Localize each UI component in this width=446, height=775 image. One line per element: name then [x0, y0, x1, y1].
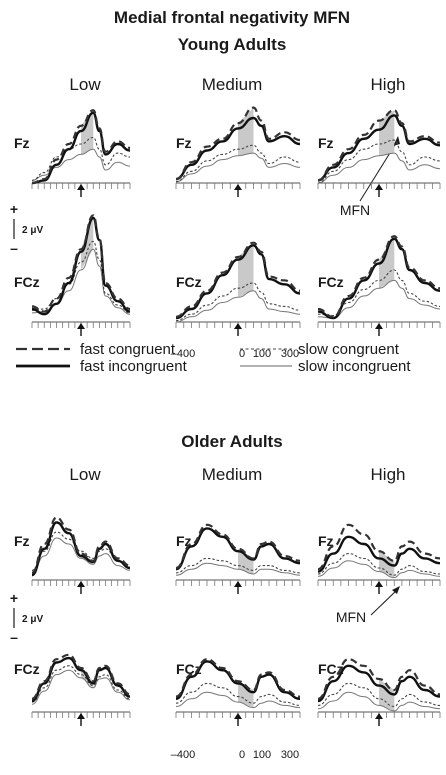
young-medium-fz-onset-arrowhead — [234, 184, 242, 190]
older-scale-label: 2 μV — [22, 614, 43, 625]
older-mfn-label: MFN — [336, 609, 366, 625]
young-medium-fcz-onset-arrowhead — [234, 323, 242, 329]
young-low-fcz-panel — [32, 215, 130, 336]
young-high-fz-onset-arrowhead — [375, 184, 383, 190]
older-mfn-annotation: MFN — [336, 586, 400, 625]
young-scale-bar: + 2 μV – — [10, 201, 44, 256]
older-mfn-pointer — [371, 589, 398, 615]
older-medium-fz-onset-arrowhead — [234, 581, 242, 587]
young-condition-low: Low — [69, 75, 101, 94]
young-scale-minus: – — [10, 240, 18, 256]
older-condition-low: Low — [69, 465, 101, 484]
older-low-fz-panel — [32, 518, 130, 594]
older-scale-bar: + 2 μV – — [10, 590, 44, 645]
older-low-fz-fi-line — [32, 522, 130, 575]
older-scale-minus: – — [10, 629, 18, 645]
legend-label-slow-congruent: slow congruent — [298, 341, 400, 358]
young-high-fcz-onset-arrowhead — [375, 323, 383, 329]
older-mfn-arrowhead — [392, 586, 400, 594]
legend: fast congruent slow congruent fast incon… — [16, 341, 411, 375]
legend-label-slow-incongruent: slow incongruent — [298, 358, 411, 375]
older-high-fz-onset-arrowhead — [375, 581, 383, 587]
young-low-fz-label: Fz — [14, 135, 30, 151]
young-medium-fz-label: Fz — [176, 135, 192, 151]
older-xtick-300: 300 — [281, 749, 299, 761]
older-scale-plus: + — [10, 590, 18, 606]
young-low-fz-panel — [32, 110, 130, 197]
young-high-fcz-label: FCz — [318, 274, 344, 290]
erp-panels — [32, 108, 440, 726]
older-xtick-100: 100 — [253, 749, 271, 761]
older-low-fcz-panel — [32, 655, 130, 726]
young-high-fz-label: Fz — [318, 135, 334, 151]
young-scale-plus: + — [10, 201, 18, 217]
older-high-fcz-onset-arrowhead — [375, 713, 383, 719]
young-scale-label: 2 μV — [22, 225, 43, 236]
young-adults-heading: Young Adults — [178, 35, 287, 54]
older-xtick-0: 0 — [239, 749, 245, 761]
older-low-fz-label: Fz — [14, 533, 30, 549]
older-high-fz-panel — [318, 525, 440, 594]
young-xtick-300: 300 — [281, 348, 299, 360]
older-low-fcz-label: FCz — [14, 661, 40, 677]
young-mfn-label: MFN — [340, 202, 370, 218]
older-condition-medium: Medium — [202, 465, 262, 484]
older-condition-high: High — [371, 465, 406, 484]
older-low-fcz-onset-arrowhead — [77, 713, 85, 719]
young-high-fz-panel — [318, 110, 440, 197]
older-medium-fcz-onset-arrowhead — [234, 713, 242, 719]
young-condition-high: High — [371, 75, 406, 94]
young-medium-fcz-label: FCz — [176, 274, 202, 290]
older-xtick-minus400: –400 — [171, 749, 195, 761]
young-condition-medium: Medium — [202, 75, 262, 94]
young-medium-fz-panel — [176, 108, 300, 197]
young-low-fcz-onset-arrowhead — [77, 323, 85, 329]
older-adults-heading: Older Adults — [181, 432, 282, 451]
young-xtick-100: 100 — [253, 348, 271, 360]
figure-title: Medial frontal negativity MFN — [114, 8, 350, 27]
legend-label-fast-incongruent: fast incongruent — [80, 358, 188, 375]
older-low-fz-onset-arrowhead — [77, 581, 85, 587]
legend-label-fast-congruent: fast congruent — [80, 341, 176, 358]
young-low-fz-onset-arrowhead — [77, 184, 85, 190]
older-medium-fz-panel — [176, 525, 300, 594]
young-low-fcz-label: FCz — [14, 274, 40, 290]
young-xtick-0: 0 — [239, 348, 245, 360]
